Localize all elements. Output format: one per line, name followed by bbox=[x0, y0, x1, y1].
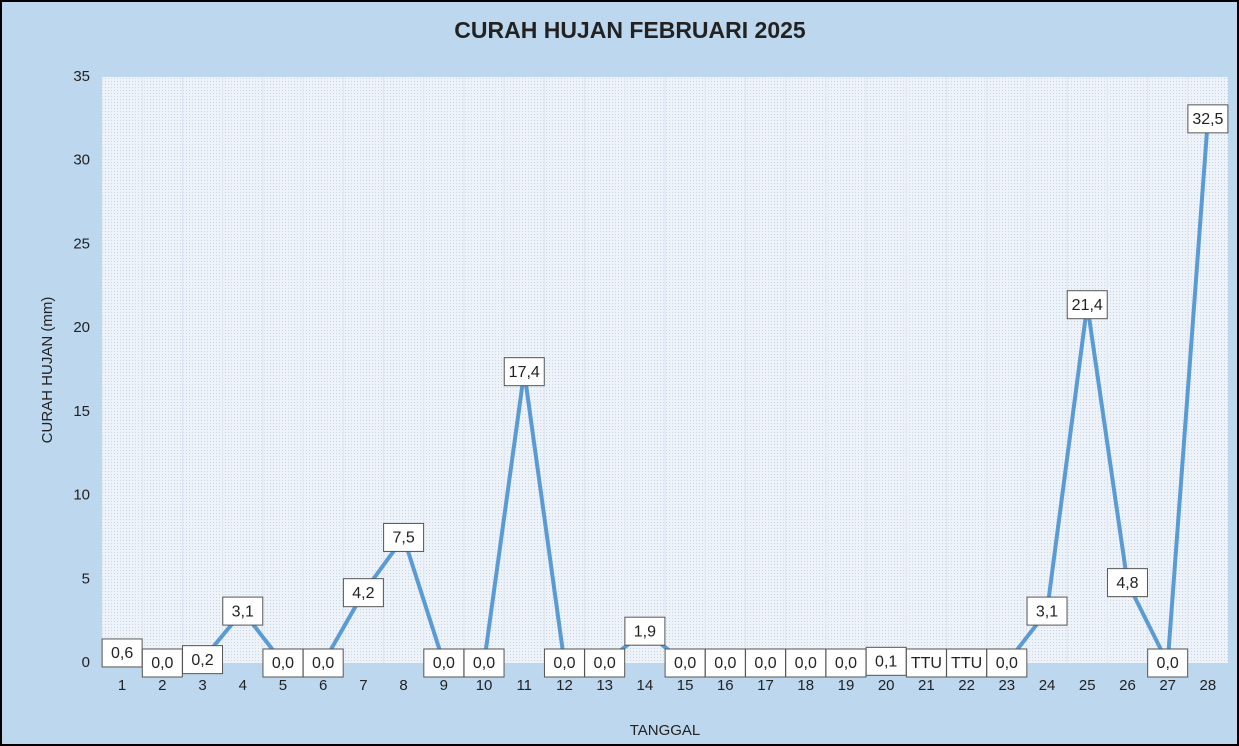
data-label-box bbox=[825, 648, 867, 678]
y-axis-title: CURAH HUJAN (mm) bbox=[39, 297, 56, 444]
x-tick-label: 15 bbox=[677, 677, 694, 694]
data-label-box bbox=[463, 648, 505, 678]
data-label-box bbox=[141, 648, 183, 678]
data-label: 3,1 bbox=[232, 603, 254, 620]
data-label: 0,0 bbox=[754, 655, 776, 672]
data-label-box bbox=[1066, 290, 1108, 320]
data-label: 1,9 bbox=[634, 623, 656, 640]
x-tick-label: 23 bbox=[998, 677, 1015, 694]
data-label: 17,4 bbox=[509, 364, 540, 381]
data-label: 0,0 bbox=[795, 655, 817, 672]
y-tick-label: 10 bbox=[73, 487, 90, 504]
data-label: 0,2 bbox=[191, 652, 213, 669]
x-tick-label: 7 bbox=[359, 677, 367, 694]
data-label: 0,0 bbox=[996, 655, 1018, 672]
data-label-box bbox=[905, 648, 947, 678]
data-label: 0,0 bbox=[553, 655, 575, 672]
data-label-box bbox=[383, 522, 425, 552]
data-label: 3,1 bbox=[1036, 603, 1058, 620]
x-tick-label: 24 bbox=[1039, 677, 1056, 694]
data-label-box bbox=[222, 596, 264, 626]
data-label: 0,0 bbox=[674, 655, 696, 672]
y-tick-label: 5 bbox=[82, 570, 90, 587]
y-tick-label: 15 bbox=[73, 403, 90, 420]
data-label: 0,0 bbox=[151, 655, 173, 672]
data-label-box bbox=[1147, 648, 1189, 678]
x-tick-label: 2 bbox=[158, 677, 166, 694]
data-label-box bbox=[946, 648, 988, 678]
x-tick-label: 26 bbox=[1119, 677, 1136, 694]
x-tick-label: 10 bbox=[476, 677, 493, 694]
data-label: 0,0 bbox=[1157, 655, 1179, 672]
data-label-box bbox=[1187, 104, 1229, 134]
data-label: 0,1 bbox=[875, 654, 897, 671]
x-tick-label: 19 bbox=[838, 677, 855, 694]
x-tick-label: 14 bbox=[637, 677, 654, 694]
data-label: 4,8 bbox=[1116, 575, 1138, 592]
x-tick-label: 20 bbox=[878, 677, 895, 694]
data-label-box bbox=[745, 648, 787, 678]
data-label-box bbox=[624, 616, 666, 646]
data-label: 0,0 bbox=[714, 655, 736, 672]
data-label-box bbox=[302, 648, 344, 678]
data-label-box bbox=[986, 648, 1028, 678]
data-label-box bbox=[865, 646, 907, 676]
chart-title: CURAH HUJAN FEBRUARI 2025 bbox=[454, 17, 806, 43]
data-label: TTU bbox=[911, 655, 942, 672]
y-tick-label: 25 bbox=[73, 235, 90, 252]
data-label-box bbox=[704, 648, 746, 678]
data-label-box bbox=[503, 357, 545, 387]
data-label-box bbox=[1026, 596, 1068, 626]
data-label: 0,0 bbox=[594, 655, 616, 672]
data-label-box bbox=[262, 648, 304, 678]
data-label-box bbox=[584, 648, 626, 678]
data-label: 0,6 bbox=[111, 645, 133, 662]
data-label: 7,5 bbox=[392, 530, 414, 547]
x-tick-label: 21 bbox=[918, 677, 935, 694]
x-tick-label: 6 bbox=[319, 677, 327, 694]
data-label: 0,0 bbox=[312, 655, 334, 672]
x-tick-label: 18 bbox=[797, 677, 814, 694]
data-label: 0,0 bbox=[433, 655, 455, 672]
data-label: 0,0 bbox=[473, 655, 495, 672]
x-tick-label: 1 bbox=[118, 677, 126, 694]
x-tick-label: 17 bbox=[757, 677, 774, 694]
x-tick-label: 28 bbox=[1200, 677, 1217, 694]
x-tick-label: 5 bbox=[279, 677, 287, 694]
data-label: 21,4 bbox=[1072, 297, 1103, 314]
data-label: 4,2 bbox=[352, 585, 374, 602]
x-tick-label: 16 bbox=[717, 677, 734, 694]
x-tick-label: 27 bbox=[1159, 677, 1176, 694]
x-tick-label: 13 bbox=[596, 677, 613, 694]
data-label: 0,0 bbox=[835, 655, 857, 672]
data-label-box bbox=[101, 638, 143, 668]
x-tick-label: 3 bbox=[198, 677, 206, 694]
x-tick-label: 8 bbox=[399, 677, 407, 694]
x-axis-title: TANGGAL bbox=[630, 722, 701, 739]
data-label-box bbox=[182, 645, 224, 675]
data-label: 0,0 bbox=[272, 655, 294, 672]
x-tick-label: 22 bbox=[958, 677, 975, 694]
x-tick-label: 25 bbox=[1079, 677, 1096, 694]
data-label-box bbox=[1106, 568, 1148, 598]
x-tick-label: 9 bbox=[440, 677, 448, 694]
y-tick-label: 35 bbox=[73, 68, 90, 85]
y-tick-label: 20 bbox=[73, 319, 90, 336]
x-tick-label: 11 bbox=[516, 677, 532, 694]
data-label-box bbox=[342, 578, 384, 608]
y-tick-label: 0 bbox=[82, 654, 90, 671]
data-label: TTU bbox=[951, 655, 982, 672]
y-tick-label: 30 bbox=[73, 152, 90, 169]
x-tick-label: 12 bbox=[556, 677, 573, 694]
x-tick-label: 4 bbox=[239, 677, 247, 694]
data-label: 32,5 bbox=[1192, 111, 1223, 128]
